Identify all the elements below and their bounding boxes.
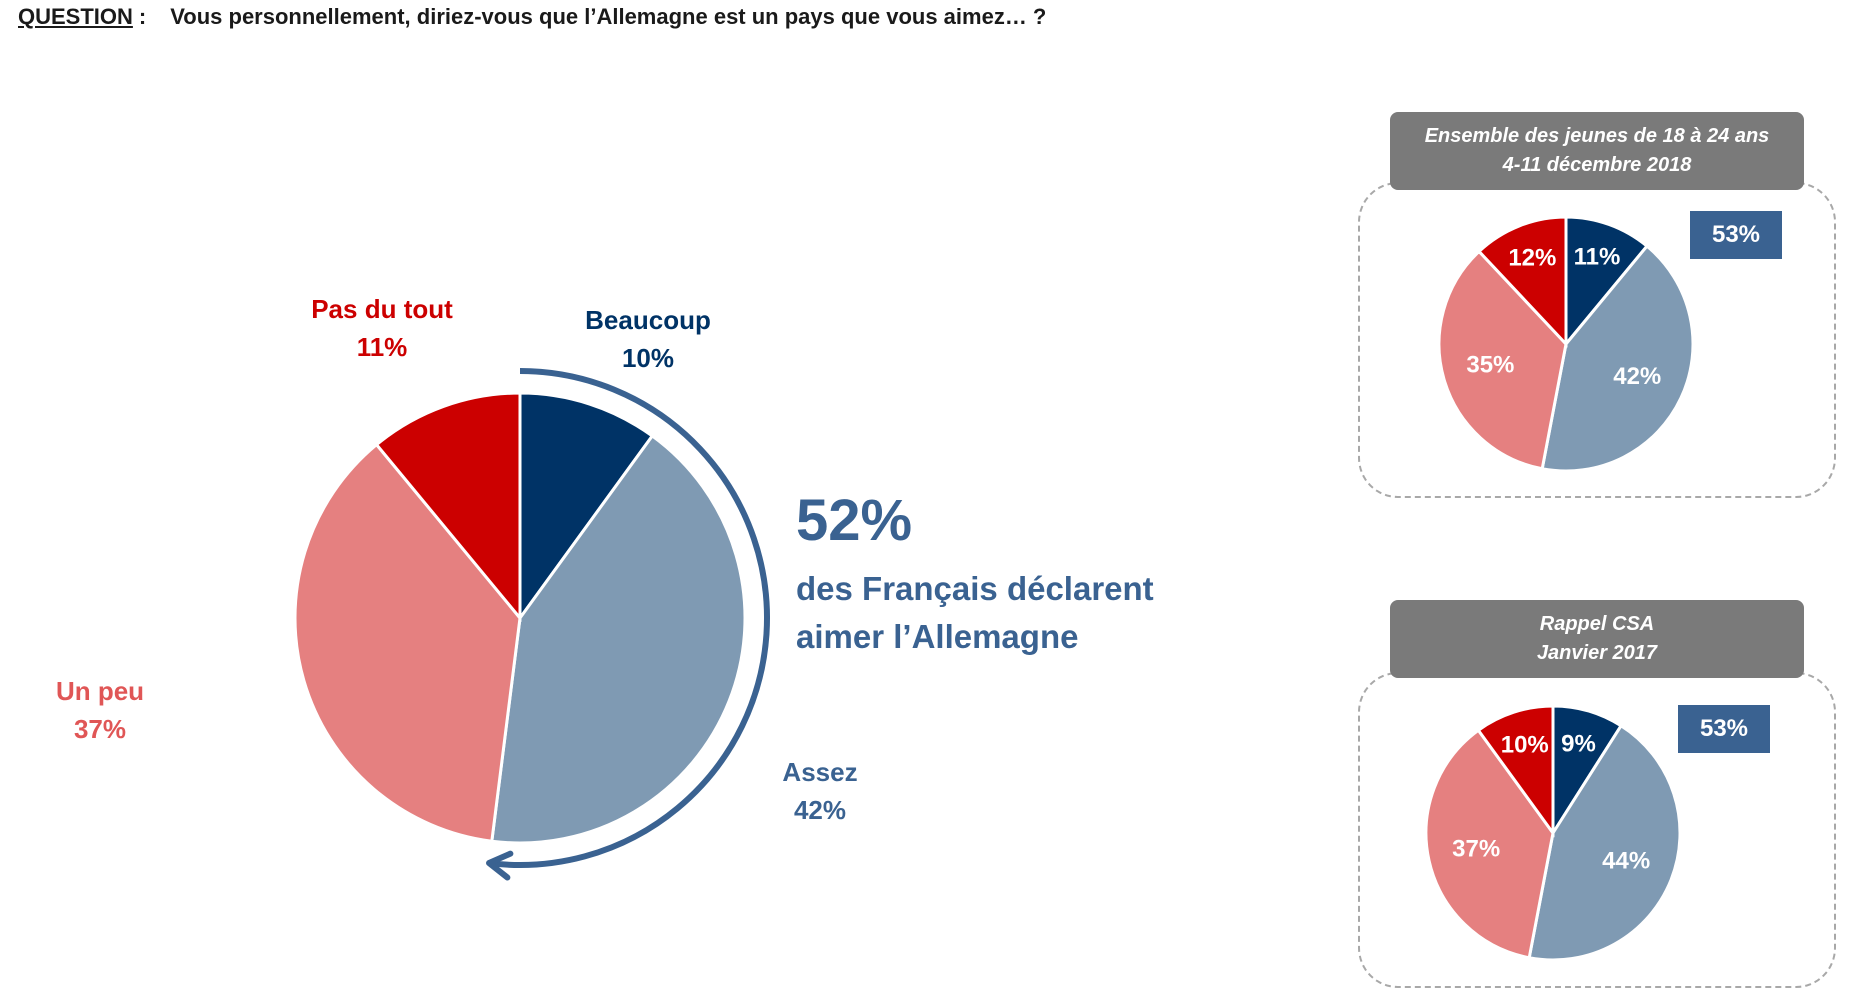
- panel2-label-assez: 44%: [1602, 847, 1650, 874]
- main-slice-beaucoup: [518, 391, 655, 623]
- panel1-slice-beaucoup: [1564, 215, 1650, 349]
- label-assez-value: 42%: [793, 795, 847, 825]
- question-label: QUESTION: [18, 4, 133, 29]
- question-line: QUESTION: Vous personnellement, diriez-vo…: [18, 4, 1046, 30]
- label-pas-du-tout-value: 11%: [356, 332, 408, 362]
- panel1-label-assez: 42%: [1613, 363, 1661, 390]
- panel2-slice-un-peu: [1424, 728, 1555, 960]
- curved-arrow: [488, 368, 770, 868]
- highlight-percentage: 52%: [796, 488, 913, 553]
- panel2-pie-chart: 9% 44% 37% 10%: [1424, 704, 1682, 962]
- question-colon: :: [138, 4, 147, 29]
- label-beaucoup-name: Beaucoup: [585, 305, 711, 335]
- panel2-label-un-peu: 37%: [1452, 836, 1500, 863]
- panel2-slice-assez: [1527, 723, 1682, 962]
- panel1-title-line2: 4-11 décembre 2018: [1502, 154, 1692, 176]
- highlight-statement: des Français déclarent aimer l’Allemagne: [796, 565, 1154, 661]
- panel2-slice-pas-du-tout: [1476, 704, 1555, 838]
- highlight-line1: des Français déclarent: [796, 570, 1154, 607]
- label-un-peu-name: Un peu: [55, 676, 145, 706]
- question-text: Vous personnellement, diriez-vous que l’…: [170, 4, 1047, 29]
- main-slice-un-peu: [293, 442, 522, 843]
- label-beaucoup: Beaucoup 10%: [548, 301, 748, 377]
- main-slice-pas-du-tout: [374, 391, 522, 623]
- label-assez-name: Assez: [782, 757, 858, 787]
- panel1-slice-pas-du-tout: [1476, 215, 1568, 348]
- panel1-slice-un-peu: [1437, 249, 1568, 471]
- label-un-peu: Un peu 37%: [20, 672, 180, 748]
- panel1-label-pas-du-tout: 12%: [1508, 244, 1556, 271]
- panel2-title-line2: Janvier 2017: [1536, 642, 1658, 664]
- panel1-label-un-peu: 35%: [1466, 351, 1514, 378]
- label-beaucoup-value: 10%: [621, 343, 675, 373]
- panel2-label-pas-du-tout: 10%: [1501, 731, 1549, 758]
- main-slice-assez: [490, 433, 747, 845]
- curved-arrow-head: [486, 850, 514, 881]
- panel1-title-line1: Ensemble des jeunes de 18 à 24 ans: [1424, 125, 1770, 147]
- panel1-label-beaucoup: 11%: [1574, 243, 1621, 270]
- label-assez: Assez 42%: [750, 753, 890, 829]
- label-un-peu-value: 37%: [73, 714, 127, 744]
- panel2-label-beaucoup: 9%: [1561, 731, 1596, 758]
- panel2-header: Rappel CSA Janvier 2017: [1390, 600, 1804, 678]
- panel1-pie-chart: 11% 42% 35% 12%: [1437, 215, 1695, 473]
- panel2-total-badge: 53%: [1678, 705, 1770, 753]
- panel1-slice-assez: [1540, 244, 1695, 473]
- panel1-header: Ensemble des jeunes de 18 à 24 ans 4-11 …: [1390, 112, 1804, 190]
- label-pas-du-tout-name: Pas du tout: [311, 294, 453, 324]
- panel2-title-line1: Rappel CSA: [1539, 613, 1655, 635]
- main-pie-chart: [293, 391, 747, 845]
- panel1-total-badge: 53%: [1690, 211, 1782, 259]
- highlight-line2: aimer l’Allemagne: [796, 618, 1079, 655]
- label-pas-du-tout: Pas du tout 11%: [282, 290, 482, 366]
